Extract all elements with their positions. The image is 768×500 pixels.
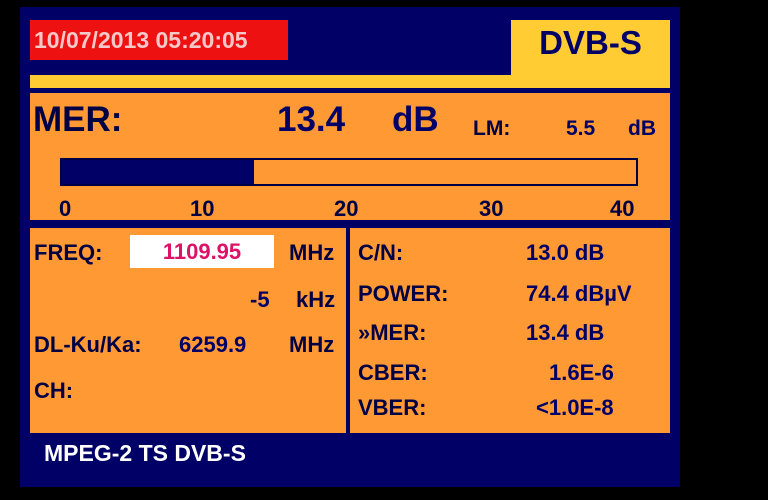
mer-value: 13.4: [277, 100, 346, 139]
vber-value: <1.0E-8: [536, 395, 614, 420]
datetime-display: 10/07/2013 05:20:05: [30, 20, 288, 60]
lm-label: LM:: [473, 117, 511, 140]
mode-label: DVB-S: [539, 24, 642, 61]
scale-tick: 30: [479, 196, 504, 221]
dl-label: DL-Ku/Ka:: [34, 332, 142, 357]
mer-label: MER:: [33, 100, 123, 139]
freq-label: FREQ:: [34, 240, 103, 265]
freq-unit: MHz: [289, 240, 335, 265]
cber-value: 1.6E-6: [549, 360, 614, 385]
freq-input[interactable]: 1109.95: [130, 235, 274, 268]
cn-label: C/N:: [358, 240, 404, 265]
cber-label: CBER:: [358, 360, 428, 385]
ch-label: CH:: [34, 378, 74, 403]
cn-value: 13.0 dB: [526, 240, 605, 265]
lm-value: 5.5: [566, 117, 596, 140]
scale-tick: 0: [59, 196, 72, 221]
dl-unit: MHz: [289, 332, 335, 357]
power-label: POWER:: [358, 281, 449, 306]
offset-value: -5: [250, 287, 270, 312]
scale-tick: 10: [190, 196, 215, 221]
measurements-panel: [350, 228, 670, 433]
mer-bar: [60, 158, 638, 186]
scale-tick: 40: [610, 196, 635, 221]
offset-unit: kHz: [296, 287, 336, 312]
scale-tick: 20: [334, 196, 359, 221]
header-strip: [30, 75, 670, 88]
mer-bar-fill: [62, 160, 255, 184]
mer2-label: »MER:: [358, 320, 427, 345]
power-value: 74.4 dBµV: [526, 281, 632, 306]
lm-unit: dB: [628, 117, 656, 140]
stream-info: MPEG-2 TS DVB-S: [44, 440, 246, 466]
vber-label: VBER:: [358, 395, 427, 420]
mer2-value: 13.4 dB: [526, 320, 605, 345]
mer-panel: [30, 93, 670, 220]
dl-value: 6259.9: [179, 332, 247, 357]
mer-unit: dB: [392, 100, 439, 139]
